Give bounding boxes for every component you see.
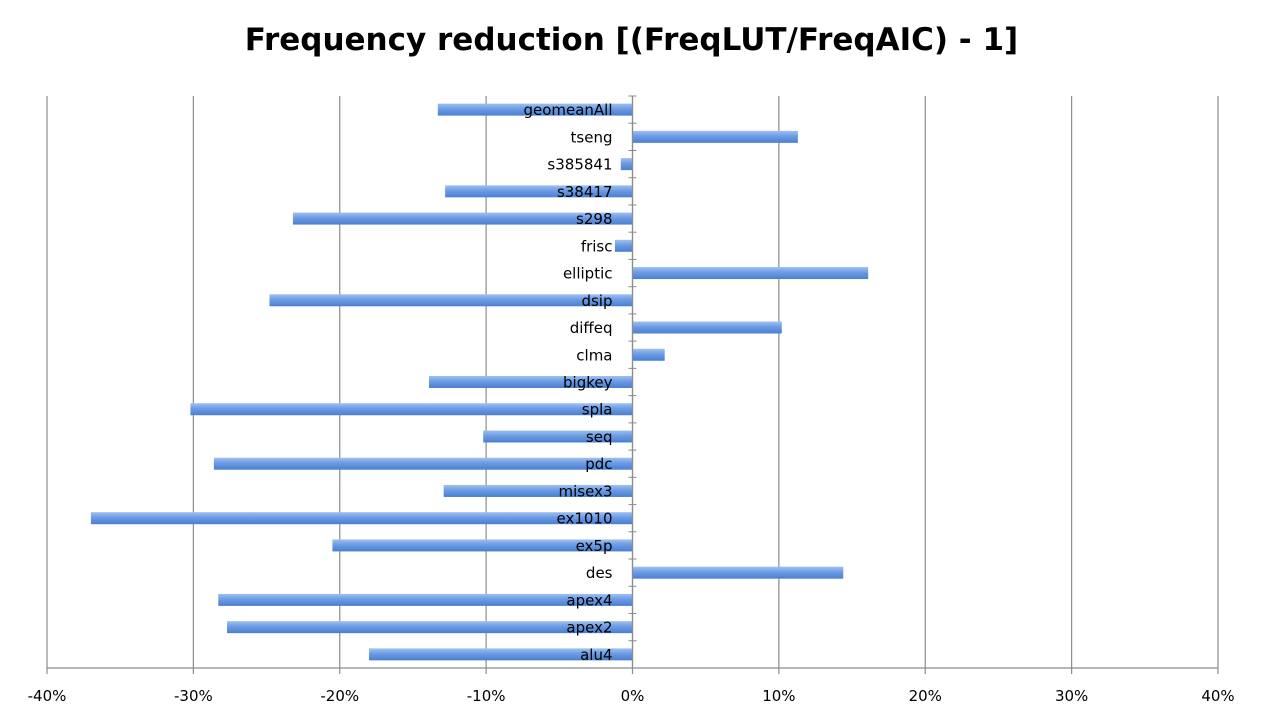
- category-label-geomeanAll: geomeanAll: [523, 101, 612, 119]
- axes: -40% -30% -20% -10% 0% 10% 20% 30% 40%: [28, 95, 1235, 705]
- bar-pdc: [213, 457, 633, 470]
- bar-misex3: [443, 484, 633, 497]
- category-label-des: des: [586, 564, 613, 582]
- bar-seq: [483, 430, 633, 443]
- category-label-ex1010: ex1010: [556, 510, 612, 528]
- bar-s38417: [445, 185, 633, 198]
- bar-s298: [292, 212, 633, 225]
- category-label-clma: clma: [576, 346, 612, 364]
- bar-apex4: [218, 593, 633, 606]
- x-tick-label: -10%: [467, 687, 506, 705]
- category-label-apex2: apex2: [566, 619, 612, 637]
- category-label-ex5p: ex5p: [576, 537, 613, 555]
- category-label-alu4: alu4: [580, 646, 612, 664]
- category-label-bigkey: bigkey: [563, 374, 613, 392]
- bar-des: [632, 566, 844, 579]
- category-label-diffeq: diffeq: [570, 319, 613, 337]
- category-label-misex3: misex3: [559, 482, 613, 500]
- x-tick-label: 40%: [1201, 687, 1234, 705]
- x-tick-label: -40%: [28, 687, 67, 705]
- category-label-pdc: pdc: [585, 455, 612, 473]
- bar-ex1010: [90, 512, 633, 525]
- category-label-spla: spla: [582, 401, 613, 419]
- bar-alu4: [369, 648, 633, 661]
- bar-tseng: [632, 130, 798, 143]
- category-labels: alu4 apex2 apex4 des ex5p ex1010 misex3 pdc seq s…: [523, 101, 612, 664]
- bar-geomeanAll: [437, 103, 633, 116]
- bar-ex5p: [332, 539, 633, 552]
- x-tick-label: 10%: [762, 687, 795, 705]
- category-label-dsip: dsip: [581, 292, 612, 310]
- category-label-frisc: frisc: [581, 237, 613, 255]
- x-tick-label: -20%: [320, 687, 359, 705]
- x-tick-label: 30%: [1055, 687, 1088, 705]
- x-tick-label: -30%: [174, 687, 213, 705]
- bar-apex2: [227, 621, 633, 634]
- bar-spla: [190, 403, 633, 416]
- bars: [90, 103, 869, 661]
- category-label-elliptic: elliptic: [563, 265, 613, 283]
- bar-dsip: [269, 294, 633, 307]
- category-label-seq: seq: [586, 428, 613, 446]
- category-label-s385841: s385841: [547, 156, 612, 174]
- chart-title: Frequency reduction [(FreqLUT/FreqAIC) -…: [244, 22, 1019, 58]
- category-label-tseng: tseng: [571, 128, 613, 146]
- bar-bigkey: [429, 376, 633, 388]
- bar-clma: [632, 348, 665, 361]
- x-tick-label: 20%: [909, 687, 942, 705]
- bar-s385841: [620, 158, 633, 171]
- bar-frisc: [614, 239, 633, 252]
- category-label-s38417: s38417: [557, 183, 613, 201]
- category-label-s298: s298: [576, 210, 612, 228]
- category-label-apex4: apex4: [566, 591, 612, 609]
- x-tick-label: 0%: [621, 687, 645, 705]
- bar-elliptic: [632, 267, 869, 280]
- bar-diffeq: [632, 321, 782, 334]
